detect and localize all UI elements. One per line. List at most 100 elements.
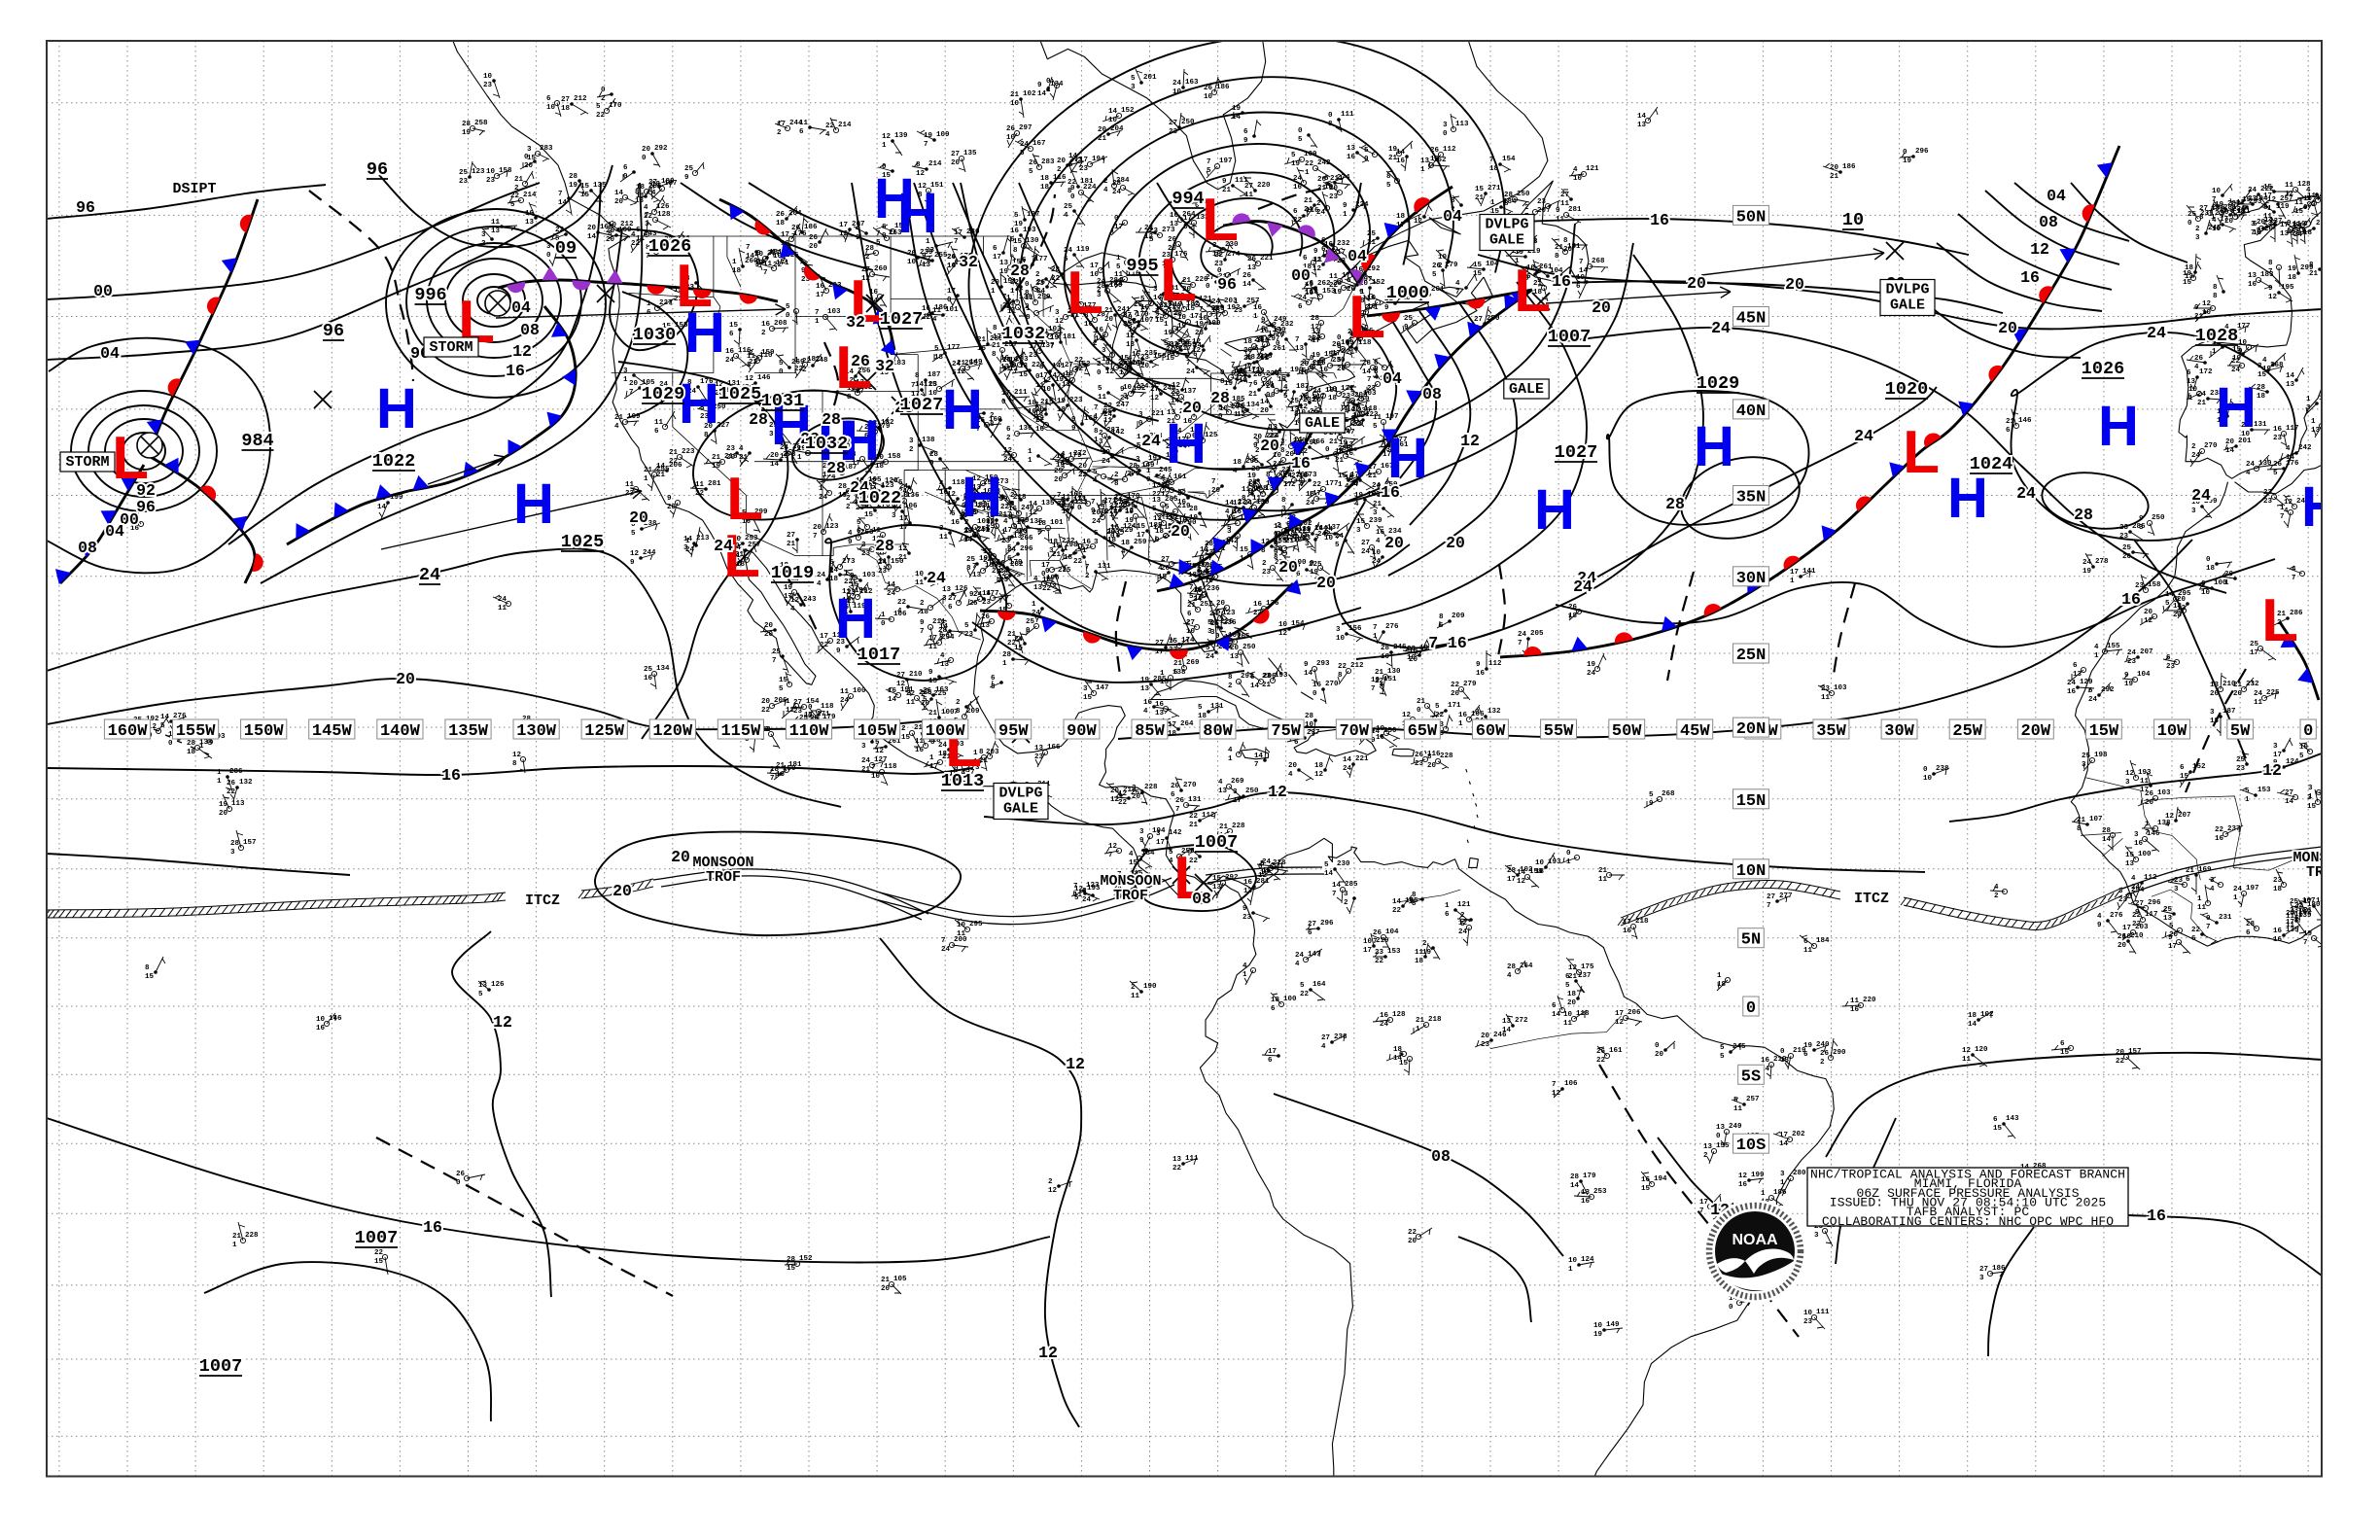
svg-text:22: 22 xyxy=(1114,280,1124,288)
svg-text:192: 192 xyxy=(2298,909,2312,917)
svg-text:11: 11 xyxy=(2197,904,2207,912)
svg-text:20: 20 xyxy=(629,380,639,388)
svg-text:20: 20 xyxy=(1451,690,1460,698)
svg-text:234: 234 xyxy=(1388,528,1402,536)
svg-text:16: 16 xyxy=(1233,508,1242,516)
svg-text:28: 28 xyxy=(1570,1173,1580,1181)
svg-text:5: 5 xyxy=(1164,340,1169,348)
svg-text:10: 10 xyxy=(1363,938,1373,946)
svg-text:217: 217 xyxy=(1178,345,1192,353)
svg-text:250: 250 xyxy=(1242,644,1256,651)
svg-text:18: 18 xyxy=(776,220,786,228)
svg-text:16: 16 xyxy=(1552,272,1571,291)
svg-text:253: 253 xyxy=(1149,433,1163,440)
svg-text:0: 0 xyxy=(1655,1042,1660,1050)
svg-text:7 16: 7 16 xyxy=(1428,634,1467,652)
svg-text:150: 150 xyxy=(891,558,904,566)
svg-text:25: 25 xyxy=(2082,752,2091,760)
svg-text:14: 14 xyxy=(656,463,666,471)
svg-text:21: 21 xyxy=(1187,602,1197,610)
svg-text:13: 13 xyxy=(2163,915,2173,923)
svg-text:4: 4 xyxy=(2097,913,2102,921)
svg-text:16: 16 xyxy=(423,1218,442,1237)
svg-text:194: 194 xyxy=(1176,523,1190,531)
svg-text:26: 26 xyxy=(456,1171,466,1178)
svg-text:16: 16 xyxy=(1000,355,1010,363)
svg-text:10: 10 xyxy=(871,773,881,781)
svg-text:135W: 135W xyxy=(448,722,489,741)
svg-text:1: 1 xyxy=(1002,660,1007,668)
svg-text:11: 11 xyxy=(906,699,916,707)
svg-text:17: 17 xyxy=(1382,451,1391,459)
svg-text:0: 0 xyxy=(2303,722,2313,741)
svg-text:23: 23 xyxy=(1214,261,1224,268)
svg-text:6: 6 xyxy=(2187,369,2191,377)
svg-text:19: 19 xyxy=(1177,323,1187,331)
svg-text:24: 24 xyxy=(2231,367,2241,374)
svg-text:278: 278 xyxy=(2095,558,2109,566)
svg-text:121: 121 xyxy=(1457,901,1471,909)
svg-text:12: 12 xyxy=(2144,617,2153,625)
svg-text:8: 8 xyxy=(1242,495,1246,503)
svg-text:23: 23 xyxy=(1149,228,1159,235)
svg-text:122: 122 xyxy=(1341,385,1354,393)
svg-text:16: 16 xyxy=(2248,281,2258,289)
svg-text:5: 5 xyxy=(1335,542,1340,549)
svg-text:222: 222 xyxy=(1238,499,1251,507)
svg-text:19: 19 xyxy=(1388,146,1398,154)
svg-text:19: 19 xyxy=(462,129,472,137)
svg-text:1: 1 xyxy=(2233,894,2238,902)
svg-text:19: 19 xyxy=(1178,517,1188,525)
svg-text:183: 183 xyxy=(2260,271,2274,279)
svg-text:131: 131 xyxy=(1210,703,1224,711)
svg-text:0: 0 xyxy=(1266,392,1271,400)
svg-text:20: 20 xyxy=(813,524,822,532)
svg-text:16: 16 xyxy=(951,519,961,527)
svg-text:8: 8 xyxy=(1114,480,1119,488)
svg-text:3: 3 xyxy=(1979,1275,1984,1282)
svg-text:8: 8 xyxy=(1013,247,1018,255)
svg-text:6: 6 xyxy=(2073,662,2078,670)
svg-text:20: 20 xyxy=(219,810,228,818)
svg-text:259: 259 xyxy=(1134,539,1147,546)
svg-text:249: 249 xyxy=(1021,505,1034,512)
svg-text:13: 13 xyxy=(1126,341,1136,349)
svg-text:14: 14 xyxy=(1137,434,1146,441)
svg-text:17: 17 xyxy=(929,763,938,771)
svg-text:18: 18 xyxy=(1286,530,1296,538)
svg-text:20: 20 xyxy=(2225,438,2235,446)
svg-text:7: 7 xyxy=(1310,298,1314,305)
svg-text:7: 7 xyxy=(876,230,881,238)
svg-text:23: 23 xyxy=(459,178,469,186)
svg-text:16: 16 xyxy=(2134,840,2144,848)
svg-text:12: 12 xyxy=(2202,300,2212,308)
svg-text:13: 13 xyxy=(1637,122,1647,129)
svg-text:20: 20 xyxy=(1092,509,1102,517)
svg-text:19: 19 xyxy=(999,268,1009,276)
svg-text:18: 18 xyxy=(2185,264,2194,272)
svg-text:3: 3 xyxy=(1814,1232,1819,1240)
svg-text:15: 15 xyxy=(1137,523,1146,531)
svg-text:8: 8 xyxy=(747,362,752,369)
svg-text:195: 195 xyxy=(2281,284,2294,292)
svg-text:16: 16 xyxy=(1008,506,1018,513)
svg-text:117: 117 xyxy=(2145,911,2158,919)
svg-text:16: 16 xyxy=(1194,586,1204,594)
svg-text:1: 1 xyxy=(1242,971,1247,979)
svg-text:10: 10 xyxy=(1563,1011,1573,1019)
svg-text:16: 16 xyxy=(2147,1207,2166,1225)
svg-text:8: 8 xyxy=(1025,290,1030,298)
svg-text:5S: 5S xyxy=(1741,1068,1761,1086)
svg-text:8: 8 xyxy=(2263,204,2268,212)
svg-text:6: 6 xyxy=(1199,561,1204,569)
svg-text:241: 241 xyxy=(1117,306,1131,314)
svg-text:18: 18 xyxy=(1155,528,1165,536)
svg-text:0: 0 xyxy=(947,297,952,304)
svg-text:142: 142 xyxy=(1169,829,1182,837)
svg-text:199: 199 xyxy=(1751,1172,1765,1179)
svg-text:0: 0 xyxy=(1077,505,1082,512)
svg-text:21: 21 xyxy=(977,336,987,344)
svg-text:18: 18 xyxy=(934,354,944,362)
svg-text:6: 6 xyxy=(951,510,956,518)
svg-text:17: 17 xyxy=(1283,481,1292,489)
